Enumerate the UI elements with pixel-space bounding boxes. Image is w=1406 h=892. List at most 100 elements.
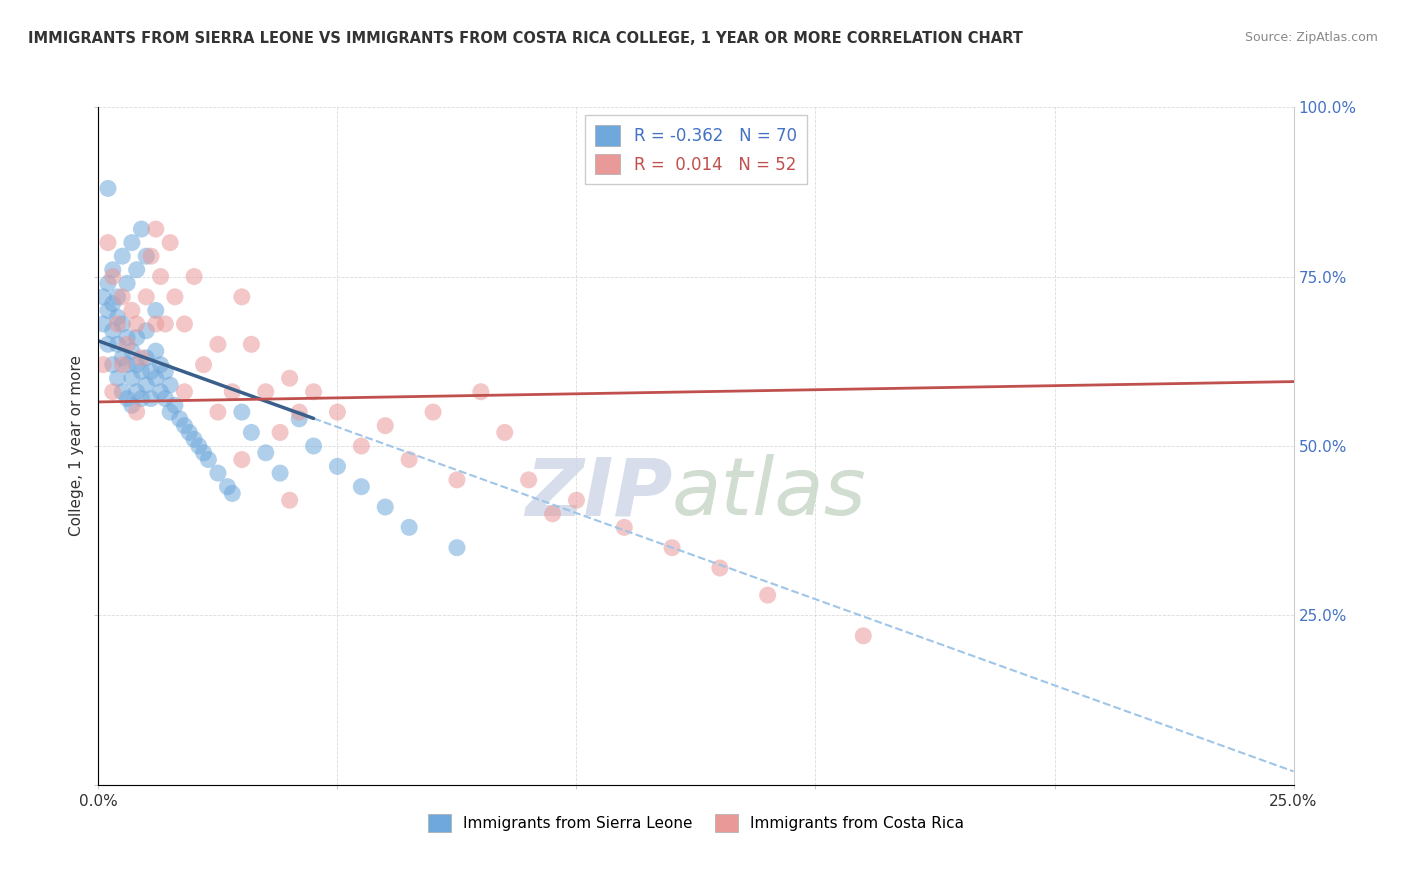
Point: [125, 262, 148, 277]
Point: [155, 317, 177, 331]
Point: [145, 344, 167, 359]
Point: [173, 317, 195, 331]
Point: [326, 405, 349, 419]
Point: [446, 473, 468, 487]
Point: [494, 425, 516, 440]
Point: [254, 446, 277, 460]
Point: [149, 358, 172, 372]
Point: [135, 351, 157, 365]
Point: [207, 466, 229, 480]
Point: [125, 405, 148, 419]
Point: [179, 425, 201, 440]
Point: [278, 371, 301, 385]
Point: [91, 290, 114, 304]
Point: [221, 486, 243, 500]
Point: [97, 277, 120, 291]
Point: [115, 337, 138, 351]
Point: [288, 412, 311, 426]
Point: [111, 358, 134, 372]
Point: [173, 384, 195, 399]
Point: [135, 324, 157, 338]
Point: [709, 561, 731, 575]
Point: [97, 235, 120, 250]
Point: [661, 541, 683, 555]
Point: [111, 317, 134, 331]
Point: [101, 358, 124, 372]
Point: [163, 398, 186, 412]
Point: [131, 351, 153, 365]
Point: [101, 269, 124, 284]
Point: [350, 480, 373, 494]
Point: [155, 364, 177, 378]
Point: [101, 296, 124, 310]
Point: [183, 269, 205, 284]
Point: [350, 439, 373, 453]
Point: [111, 351, 134, 365]
Point: [231, 452, 253, 467]
Point: [125, 358, 148, 372]
Point: [107, 317, 129, 331]
Point: [145, 371, 167, 385]
Point: [231, 405, 253, 419]
Point: [121, 371, 143, 385]
Point: [187, 439, 209, 453]
Point: [125, 384, 148, 399]
Point: [173, 418, 195, 433]
Point: [269, 425, 291, 440]
Point: [302, 384, 325, 399]
Point: [91, 317, 114, 331]
Point: [193, 446, 215, 460]
Point: [541, 507, 564, 521]
Point: [97, 303, 120, 318]
Point: [183, 432, 205, 446]
Point: [107, 310, 129, 325]
Point: [139, 249, 162, 263]
Point: [101, 262, 124, 277]
Point: [470, 384, 492, 399]
Point: [135, 378, 157, 392]
Point: [302, 439, 325, 453]
Point: [159, 378, 181, 392]
Point: [159, 235, 181, 250]
Point: [398, 452, 420, 467]
Point: [446, 541, 468, 555]
Point: [217, 480, 239, 494]
Point: [111, 384, 134, 399]
Point: [111, 249, 134, 263]
Point: [163, 290, 186, 304]
Point: [269, 466, 291, 480]
Y-axis label: College, 1 year or more: College, 1 year or more: [69, 356, 84, 536]
Point: [207, 405, 229, 419]
Point: [565, 493, 588, 508]
Point: [135, 290, 157, 304]
Point: [131, 392, 153, 406]
Point: [852, 629, 875, 643]
Point: [115, 330, 138, 344]
Point: [101, 324, 124, 338]
Text: IMMIGRANTS FROM SIERRA LEONE VS IMMIGRANTS FROM COSTA RICA COLLEGE, 1 YEAR OR MO: IMMIGRANTS FROM SIERRA LEONE VS IMMIGRAN…: [28, 31, 1024, 46]
Point: [613, 520, 636, 534]
Point: [139, 392, 162, 406]
Point: [121, 344, 143, 359]
Point: [374, 500, 396, 514]
Point: [107, 290, 129, 304]
Point: [97, 337, 120, 351]
Point: [125, 330, 148, 344]
Point: [97, 181, 120, 195]
Point: [398, 520, 420, 534]
Text: ZIP: ZIP: [524, 454, 672, 533]
Point: [135, 249, 157, 263]
Point: [197, 452, 219, 467]
Point: [139, 364, 162, 378]
Point: [145, 303, 167, 318]
Point: [145, 222, 167, 236]
Point: [115, 358, 138, 372]
Point: [115, 392, 138, 406]
Point: [517, 473, 540, 487]
Point: [207, 337, 229, 351]
Point: [91, 358, 114, 372]
Point: [115, 277, 138, 291]
Text: atlas: atlas: [672, 454, 868, 533]
Point: [107, 371, 129, 385]
Point: [231, 290, 253, 304]
